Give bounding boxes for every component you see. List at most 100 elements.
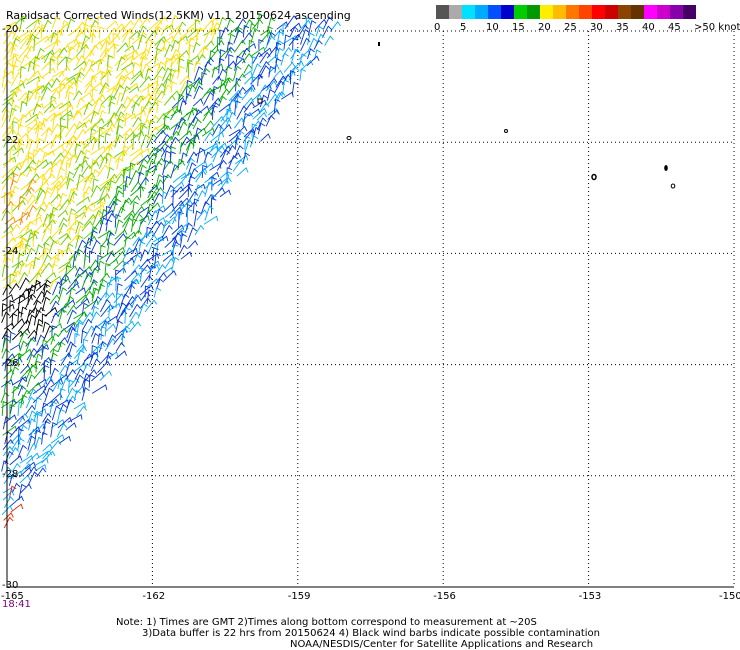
wind-barb [243, 101, 255, 113]
wind-barb [187, 227, 197, 243]
wind-barb [51, 325, 58, 337]
wind-barb [19, 37, 32, 50]
wind-barb [204, 131, 214, 142]
wind-barb [73, 401, 86, 410]
wind-barb [25, 247, 36, 262]
wind-barb [65, 84, 74, 99]
wind-barb [66, 177, 75, 190]
wind-barb [49, 400, 58, 415]
wind-barb [241, 32, 253, 44]
wind-barb [27, 382, 42, 395]
wind-barb [90, 145, 106, 156]
wind-barb [42, 235, 54, 246]
wind-barb [274, 58, 282, 73]
wind-barb [147, 83, 154, 95]
wind-barb [67, 111, 82, 122]
wind-barb [41, 313, 48, 325]
wind-barb [10, 415, 26, 428]
wind-barb [91, 70, 104, 79]
wind-barb [137, 171, 145, 183]
wind-barb [153, 66, 166, 81]
wind-barb [25, 45, 36, 57]
wind-barb [81, 164, 93, 177]
wind-barb [41, 402, 49, 416]
wind-barb [33, 309, 42, 326]
wind-barb [82, 58, 93, 72]
wind-barb [74, 346, 87, 359]
wind-barb [84, 299, 99, 310]
wind-barb [105, 20, 119, 31]
wind-barb [97, 260, 105, 274]
wind-barb [139, 83, 155, 93]
wind-barb [81, 302, 89, 316]
wind-barb [90, 212, 102, 221]
wind-barb [210, 27, 221, 44]
wind-barb [137, 176, 150, 190]
wind-barb [234, 57, 246, 68]
wind-barb [219, 189, 231, 198]
wind-barb [40, 86, 52, 101]
wind-barb [8, 485, 17, 501]
wind-barb [57, 373, 66, 389]
wind-barb [100, 244, 106, 256]
wind-barb [51, 380, 63, 393]
wind-barb [242, 70, 253, 78]
wind-barb [91, 88, 98, 100]
wind-barb [107, 200, 118, 214]
wind-barb [161, 191, 169, 204]
wind-barb [66, 154, 78, 162]
wind-barb [82, 45, 90, 58]
wind-barb [50, 123, 61, 136]
wind-barb [179, 80, 190, 94]
wind-barb [226, 108, 232, 123]
wind-barb [169, 68, 176, 81]
wind-barb [83, 231, 94, 240]
wind-barb [299, 59, 314, 72]
wind-barb [160, 24, 171, 36]
wind-barb [313, 39, 323, 50]
wind-barb [162, 159, 171, 176]
wind-barb [192, 76, 203, 87]
wind-barb [99, 47, 110, 58]
wind-barb [112, 32, 119, 46]
wind-barb [236, 105, 248, 120]
wind-barb [194, 184, 203, 197]
wind-barb [122, 247, 133, 261]
wind-barb [188, 115, 199, 129]
wind-barb [244, 135, 251, 150]
wind-barb [315, 25, 324, 37]
wind-barb [35, 244, 43, 256]
wind-barb [19, 229, 34, 239]
wind-barb [83, 214, 97, 227]
wind-barb [147, 220, 161, 235]
wind-barb [137, 25, 148, 38]
wind-barb [73, 29, 84, 44]
wind-barb [1, 230, 14, 239]
wind-barb [169, 68, 180, 85]
wind-barb [33, 122, 46, 131]
wind-barb [104, 338, 117, 352]
wind-barb [84, 325, 96, 340]
wind-barb [131, 123, 144, 134]
wind-barb [140, 134, 150, 148]
wind-barb [196, 45, 209, 57]
wind-barb [203, 151, 212, 164]
wind-barb [161, 219, 171, 234]
wind-barb [107, 351, 119, 359]
wind-barb [219, 123, 232, 135]
wind-barb [307, 19, 317, 36]
lon-label: -156 [433, 591, 456, 602]
wind-barb [274, 91, 286, 106]
wind-barb [97, 360, 111, 374]
wind-barb [59, 109, 73, 120]
wind-barb [90, 311, 101, 324]
wind-barb [288, 66, 300, 81]
wind-barb [9, 455, 23, 466]
wind-barb [147, 19, 163, 32]
wind-barb [268, 65, 276, 78]
colorbar-swatch [540, 5, 553, 19]
wind-barb [122, 261, 129, 274]
wind-barb [195, 53, 206, 65]
wind-barb [216, 36, 223, 51]
wind-barb [154, 91, 161, 106]
